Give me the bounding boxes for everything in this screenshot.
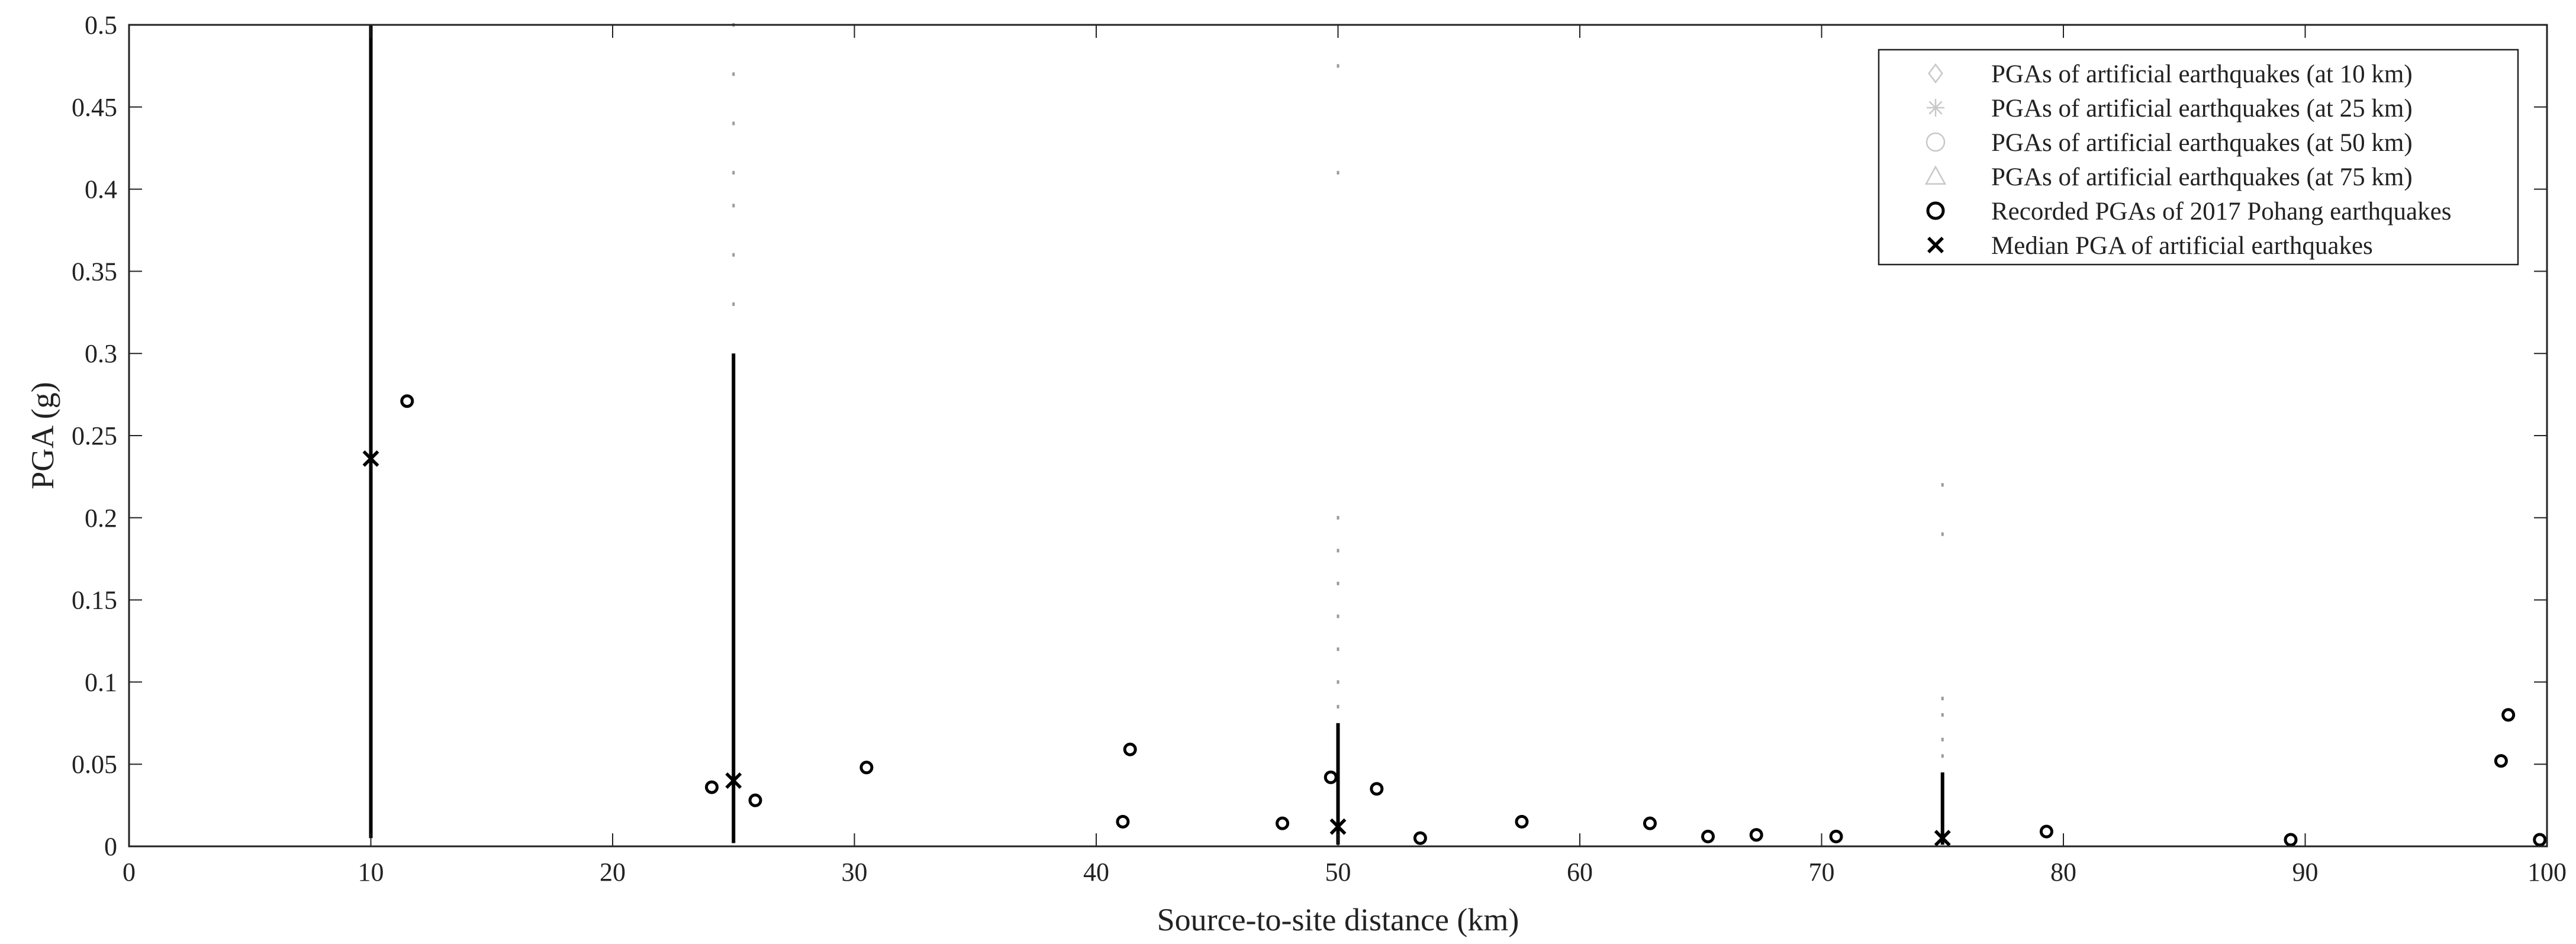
legend-entry: Recorded PGAs of 2017 Pohang earthquakes bbox=[1926, 198, 2451, 225]
legend-marker bbox=[1928, 63, 1943, 84]
y-axis: 0 0.05 0.1 0.15 0.2 0.25 0.3 0.35 0.4 0.45 0.5 bbox=[72, 11, 2547, 861]
artificial-pga-point bbox=[1941, 713, 1944, 717]
x-tick-label: 80 bbox=[2050, 858, 2076, 887]
artificial-pga-point bbox=[1337, 614, 1339, 618]
x-tick-label: 60 bbox=[1567, 858, 1593, 887]
recorded-pga-point bbox=[2284, 833, 2298, 847]
recorded-pga-point bbox=[1116, 814, 1130, 829]
artificial-pga-point bbox=[1941, 737, 1944, 742]
legend-label: PGAs of artificial earthquakes (at 75 km… bbox=[1991, 163, 2413, 191]
artificial-pga-point bbox=[1337, 581, 1339, 585]
legend-entry: PGAs of artificial earthquakes (at 10 km… bbox=[1928, 60, 2413, 88]
legend-entry: Median PGA of artificial earthquakes bbox=[1927, 232, 2373, 260]
recorded-pga-point bbox=[1123, 742, 1137, 756]
recorded-pga-point bbox=[2501, 708, 2516, 722]
legend-label: Recorded PGAs of 2017 Pohang earthquakes bbox=[1991, 198, 2451, 225]
artificial-pga-point bbox=[1941, 697, 1944, 701]
recorded-pga-point bbox=[1829, 829, 1843, 843]
artificial-pga-point bbox=[732, 121, 735, 125]
legend-marker bbox=[1927, 99, 1944, 117]
y-axis-label: PGA (g) bbox=[25, 382, 60, 489]
y-tick-label: 0.45 bbox=[72, 93, 117, 122]
legend-marker bbox=[1927, 237, 1944, 253]
recorded-pga-point bbox=[2039, 824, 2053, 839]
median-pga-point bbox=[1329, 818, 1347, 835]
legend-marker bbox=[1925, 132, 1946, 152]
legend-entry: PGAs of artificial earthquakes (at 25 km… bbox=[1927, 95, 2413, 123]
plot-area bbox=[362, 23, 2547, 847]
artificial-pga-point bbox=[1337, 549, 1339, 553]
y-tick-label: 0 bbox=[104, 832, 117, 861]
x-tick-label: 90 bbox=[2292, 858, 2319, 887]
recorded-pga-point bbox=[400, 394, 414, 408]
x-stroke bbox=[725, 772, 742, 789]
asterisk-stroke bbox=[1928, 101, 1943, 115]
artificial-pga-point bbox=[732, 204, 735, 208]
artificial-pga-point bbox=[1941, 532, 1944, 536]
y-tick-label: 0.1 bbox=[85, 668, 117, 697]
recorded-pga-point bbox=[1370, 782, 1384, 796]
x-tick-label: 10 bbox=[358, 858, 384, 887]
artificial-pga-point bbox=[1337, 705, 1339, 709]
legend-label: Median PGA of artificial earthquakes bbox=[1991, 232, 2373, 260]
y-tick-label: 0.2 bbox=[85, 504, 117, 533]
y-tick-label: 0.35 bbox=[72, 257, 117, 286]
x-tick-label: 100 bbox=[2527, 858, 2567, 887]
legend-marker bbox=[1924, 165, 1947, 185]
recorded-pga-point bbox=[859, 761, 874, 775]
axes-frame bbox=[128, 24, 2548, 848]
x-axis-label: Source-to-site distance (km) bbox=[1157, 902, 1519, 937]
recorded-pga-point bbox=[1515, 814, 1529, 829]
legend-label: PGAs of artificial earthquakes (at 50 km… bbox=[1991, 129, 2413, 157]
artificial-pga-point bbox=[1337, 516, 1339, 520]
x-tick-label: 40 bbox=[1083, 858, 1109, 887]
median-pga-point bbox=[362, 450, 379, 467]
artificial-pga-point bbox=[1337, 680, 1339, 684]
x-tick-label: 70 bbox=[1809, 858, 1835, 887]
artificial-pga-point bbox=[732, 170, 735, 175]
legend-label: PGAs of artificial earthquakes (at 25 km… bbox=[1991, 95, 2413, 123]
legend: PGAs of artificial earthquakes (at 10 km… bbox=[1878, 49, 2519, 266]
median-pga-point bbox=[725, 772, 742, 789]
recorded-pga-point bbox=[748, 793, 762, 807]
artificial-pga-point bbox=[1941, 754, 1944, 758]
legend-entry: PGAs of artificial earthquakes (at 50 km… bbox=[1925, 129, 2413, 157]
x-tick-label: 0 bbox=[123, 858, 136, 887]
recorded-pga-point bbox=[2533, 833, 2547, 847]
y-tick-label: 0.25 bbox=[72, 421, 117, 450]
legend-label: PGAs of artificial earthquakes (at 10 km… bbox=[1991, 60, 2413, 88]
artificial-pga-point bbox=[1337, 170, 1339, 175]
recorded-pga-point bbox=[1701, 829, 1715, 843]
legend-box bbox=[1878, 49, 2519, 266]
y-tick-label: 0.15 bbox=[72, 586, 117, 615]
artificial-pga-point bbox=[1337, 647, 1339, 651]
x-stroke bbox=[1329, 818, 1347, 835]
x-tick-label: 20 bbox=[600, 858, 626, 887]
recorded-pga-point bbox=[1749, 828, 1763, 842]
y-tick-label: 0.05 bbox=[72, 750, 117, 779]
y-tick-label: 0.3 bbox=[85, 339, 117, 368]
recorded-pga-point bbox=[704, 780, 719, 794]
x-stroke bbox=[362, 450, 379, 467]
artificial-pga-point bbox=[732, 253, 735, 257]
recorded-pga-point bbox=[1276, 816, 1290, 830]
artificial-pga-point bbox=[1941, 483, 1944, 487]
y-tick-label: 0.5 bbox=[85, 11, 117, 40]
median-pga-point bbox=[1934, 830, 1951, 847]
artificial-pga-point bbox=[732, 72, 735, 76]
recorded-pga-point bbox=[1413, 831, 1427, 845]
legend-marker bbox=[1926, 201, 1945, 220]
legend-entry: PGAs of artificial earthquakes (at 75 km… bbox=[1924, 163, 2413, 191]
x-stroke bbox=[1927, 237, 1944, 253]
recorded-pga-point bbox=[2494, 754, 2508, 768]
y-tick-label: 0.4 bbox=[85, 175, 117, 204]
recorded-pga-point bbox=[1324, 770, 1338, 784]
artificial-pga-point bbox=[732, 302, 735, 306]
artificial-pga-point bbox=[1337, 64, 1339, 68]
recorded-pga-point bbox=[1643, 816, 1657, 830]
x-tick-label: 30 bbox=[842, 858, 868, 887]
x-tick-label: 50 bbox=[1325, 858, 1351, 887]
x-stroke bbox=[1934, 830, 1951, 847]
